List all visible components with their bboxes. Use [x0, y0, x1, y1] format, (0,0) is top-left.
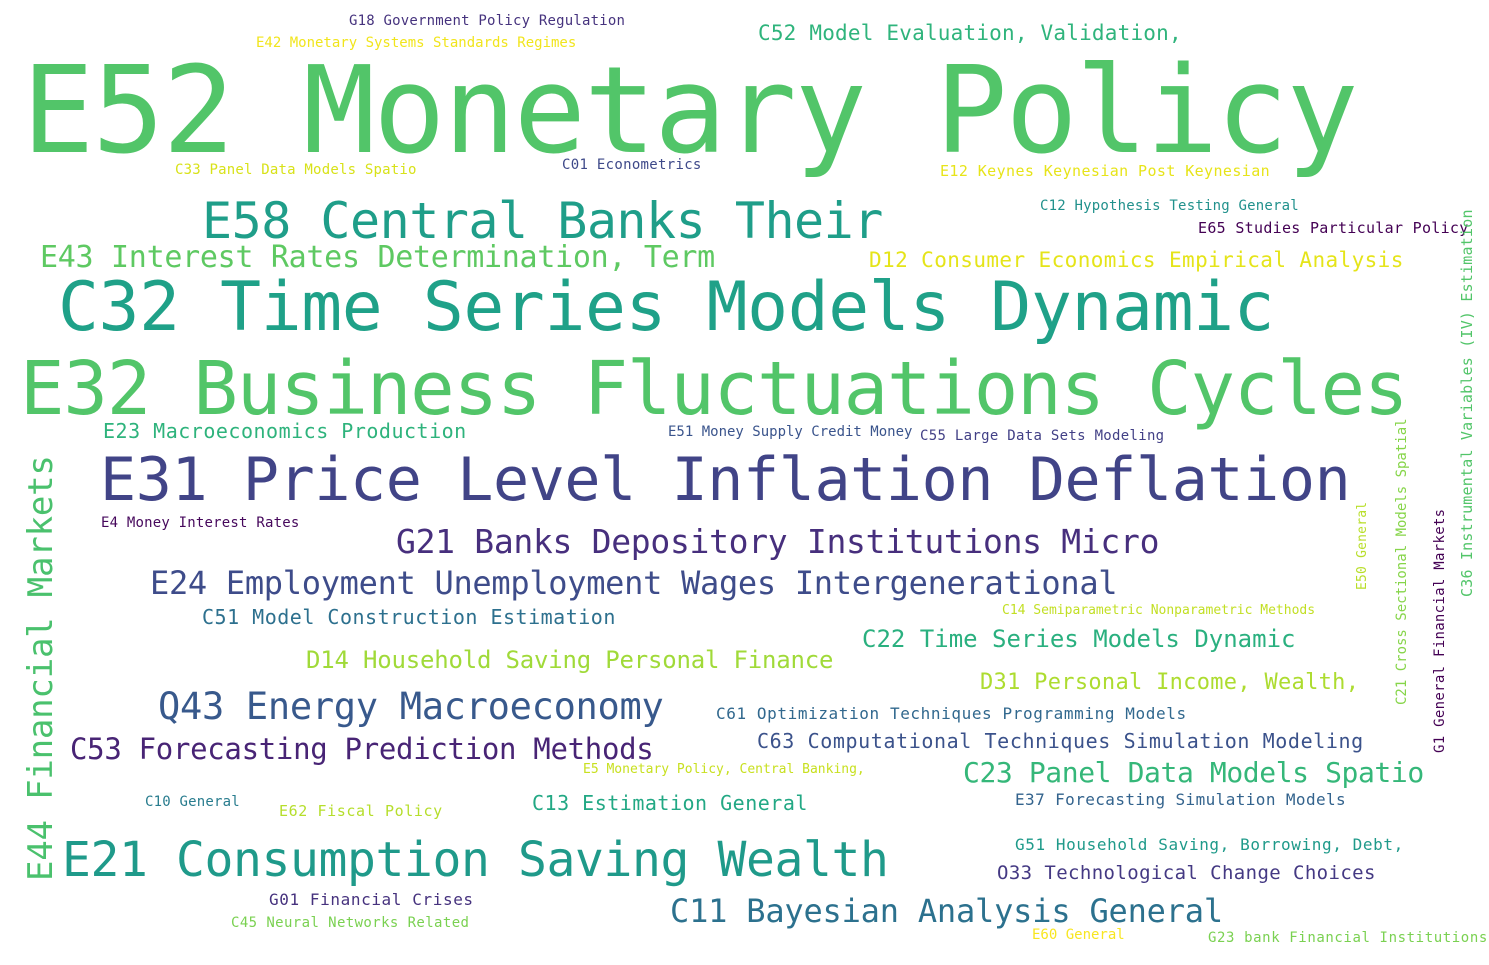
word: C10 General — [145, 794, 240, 810]
word: C61 Optimization Techniques Programming … — [716, 704, 1187, 723]
word: G18 Government Policy Regulation — [349, 13, 626, 29]
word: C63 Computational Techniques Simulation … — [757, 729, 1364, 753]
word: E50 General — [1355, 501, 1370, 590]
word: D31 Personal Income, Wealth, — [980, 670, 1360, 695]
word: D14 Household Saving Personal Finance — [306, 646, 834, 674]
word: E52 Monetary Policy — [22, 42, 1359, 181]
word: C51 Model Construction Estimation — [202, 605, 616, 629]
word: E24 Employment Unemployment Wages Interg… — [150, 564, 1118, 602]
word: C55 Large Data Sets Modeling — [920, 428, 1165, 444]
word: C01 Econometrics — [562, 157, 702, 173]
word: Q43 Energy Macroeconomy — [158, 685, 664, 728]
word: G01 Financial Crises — [269, 890, 474, 909]
word: E5 Monetary Policy, Central Banking, — [583, 762, 865, 777]
word: E42 Monetary Systems Standards Regimes — [256, 35, 577, 51]
word: C12 Hypothesis Testing General — [1040, 198, 1299, 214]
word: C23 Panel Data Models Spatio — [963, 756, 1424, 789]
word: E4 Money Interest Rates — [101, 515, 300, 531]
word: C21 Cross Sectional Models Spatial — [1394, 418, 1410, 705]
word: G1 General Financial Markets — [1432, 508, 1448, 753]
word: E23 Macroeconomics Production — [103, 419, 467, 443]
word: E43 Interest Rates Determination, Term — [40, 240, 715, 275]
word: G21 Banks Depository Institutions Micro — [396, 522, 1160, 561]
word: C32 Time Series Models Dynamic — [58, 268, 1275, 347]
word: O33 Technological Change Choices — [997, 862, 1376, 884]
word: C53 Forecasting Prediction Methods — [70, 732, 654, 766]
word: E60 General — [1032, 927, 1125, 943]
word: C14 Semiparametric Nonparametric Methods — [1002, 603, 1316, 618]
word: E62 Fiscal Policy — [279, 802, 443, 820]
word: E21 Consumption Saving Wealth — [62, 832, 889, 888]
word: E32 Business Fluctuations Cycles — [20, 346, 1408, 432]
word: C33 Panel Data Models Spatio — [175, 162, 417, 178]
word: G23 bank Financial Institutions — [1208, 930, 1488, 946]
word: C36 Instrumental Variables (IV) Estimati… — [1458, 209, 1476, 597]
word: E12 Keynes Keynesian Post Keynesian — [940, 162, 1271, 180]
word: C13 Estimation General — [532, 791, 808, 815]
word: E65 Studies Particular Policy — [1198, 219, 1469, 237]
word: E37 Forecasting Simulation Models — [1015, 790, 1347, 809]
word: E44 Financial Markets — [21, 455, 61, 881]
word: C52 Model Evaluation, Validation, — [758, 21, 1182, 45]
word: C11 Bayesian Analysis General — [670, 892, 1223, 930]
word: D12 Consumer Economics Empirical Analysi… — [869, 248, 1404, 272]
word: E51 Money Supply Credit Money — [668, 424, 913, 440]
word: C22 Time Series Models Dynamic — [862, 625, 1296, 653]
word: E58 Central Banks Their — [202, 192, 883, 250]
word: E31 Price Level Inflation Deflation — [100, 445, 1351, 515]
word: C45 Neural Networks Related — [231, 915, 470, 931]
word: G51 Household Saving, Borrowing, Debt, — [1015, 835, 1404, 854]
